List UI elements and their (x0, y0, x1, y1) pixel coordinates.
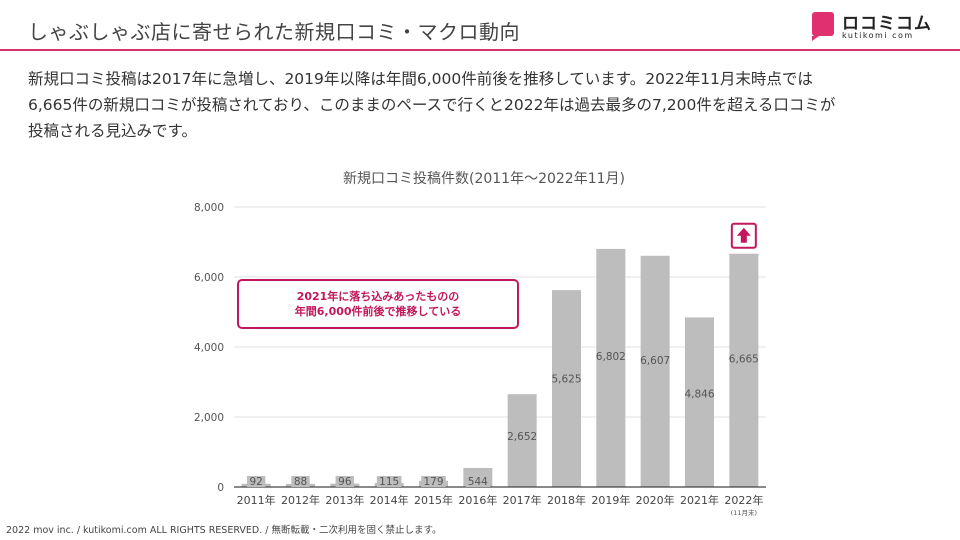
data-label-bg (246, 476, 266, 487)
summary-line: 6,665件の新規口コミが投稿されており、このままのペースで行くと2022年は過… (28, 96, 836, 114)
data-labels: 92 88 96 115 179 544 2,652 5,625 6,802 6,607 4,846… (246, 351, 759, 488)
bar (507, 394, 537, 487)
copyright-footer: 2022 mov inc. / kutikomi.com ALL RIGHTS … (6, 525, 442, 536)
data-label: 96 (338, 476, 352, 488)
x-tick-label: 2011年 (237, 493, 276, 507)
x-tick-label: 2022年 (724, 493, 763, 507)
bar (685, 317, 714, 487)
page-title: しゃぶしゃぶ店に寄せられた新規口コミ・マクロ動向 (28, 20, 520, 44)
y-tick-label: 4,000 (194, 342, 224, 354)
x-tick-label: 2016年 (458, 493, 497, 507)
bars (241, 248, 759, 487)
slide-header: しゃぶしゃぶ店に寄せられた新規口コミ・マクロ動向 ロコミコム kutikomi … (0, 0, 960, 54)
data-label: 179 (423, 476, 443, 488)
bar (552, 290, 581, 487)
data-label-bg (335, 476, 355, 487)
y-tick-label: 2,000 (194, 412, 224, 424)
x-tick-note: (11月末) (731, 508, 757, 517)
summary-line: 新規口コミ投稿は2017年に急増し、2019年以降は年間6,000件前後を推移し… (28, 70, 813, 88)
annotation-box (237, 279, 519, 329)
data-label: 115 (379, 476, 399, 488)
x-tick-label: 2012年 (281, 493, 320, 507)
bar (596, 248, 626, 487)
data-label: 88 (294, 476, 307, 488)
annotation-text: 2021年に落ち込みあったものの (297, 289, 460, 303)
x-tick-label: 2020年 (636, 493, 675, 507)
y-tick-label: 6,000 (194, 272, 224, 284)
data-label: 92 (249, 476, 262, 488)
speech-bubble-icon (812, 12, 834, 41)
x-tick-label: 2021年 (680, 493, 719, 507)
summary-line: 投稿される見込みです。 (28, 122, 197, 140)
chart-title: 新規口コミ投稿件数(2011年～2022年11月) (343, 171, 625, 187)
x-tick-label: 2017年 (503, 493, 542, 507)
data-label-bg (421, 476, 446, 487)
axes: 0 2,000 4,000 6,000 8,000 2011年 2012年 2013年 2014… (194, 202, 766, 517)
data-label: 4,846 (684, 389, 714, 401)
summary-text: 新規口コミ投稿は2017年に急増し、2019年以降は年間6,000件前後を推移し… (28, 66, 938, 144)
data-label: 6,607 (640, 355, 670, 367)
data-label: 544 (468, 476, 488, 488)
data-label-bg (465, 476, 491, 487)
logo: ロコミコム kutikomi com (812, 10, 952, 44)
x-tick-label: 2013年 (325, 493, 364, 507)
gridlines (234, 206, 766, 418)
logo-text: ロコミコム (842, 14, 932, 34)
up-arrow-shape (736, 227, 751, 243)
data-label: 6,665 (729, 354, 759, 366)
data-label-bg (376, 476, 402, 487)
bar (729, 253, 759, 487)
y-tick-label: 0 (217, 482, 224, 494)
bar-chart-svg: 新規口コミ投稿件数(2011年～2022年11月) 0 2,000 4,000 6,0… (194, 171, 766, 517)
up-arrow-icon (730, 222, 757, 249)
data-label: 5,625 (551, 374, 581, 386)
data-label: 2,652 (507, 431, 537, 443)
logo-subtext: kutikomi com (842, 31, 914, 40)
header-divider (0, 49, 960, 51)
x-tick-label: 2019年 (591, 493, 630, 507)
x-tick-label: 2015年 (414, 493, 453, 507)
x-tick-label: 2018年 (547, 493, 586, 507)
data-label: 6,802 (596, 351, 626, 363)
y-tick-label: 8,000 (194, 202, 224, 214)
bar (640, 255, 670, 487)
data-label-bg (291, 476, 310, 487)
x-tick-label: 2014年 (370, 493, 409, 507)
chart: 新規口コミ投稿件数(2011年～2022年11月) 0 2,000 4,000 6,0… (0, 160, 960, 530)
annotation-text: 年間6,000件前後で推移している (295, 304, 461, 318)
